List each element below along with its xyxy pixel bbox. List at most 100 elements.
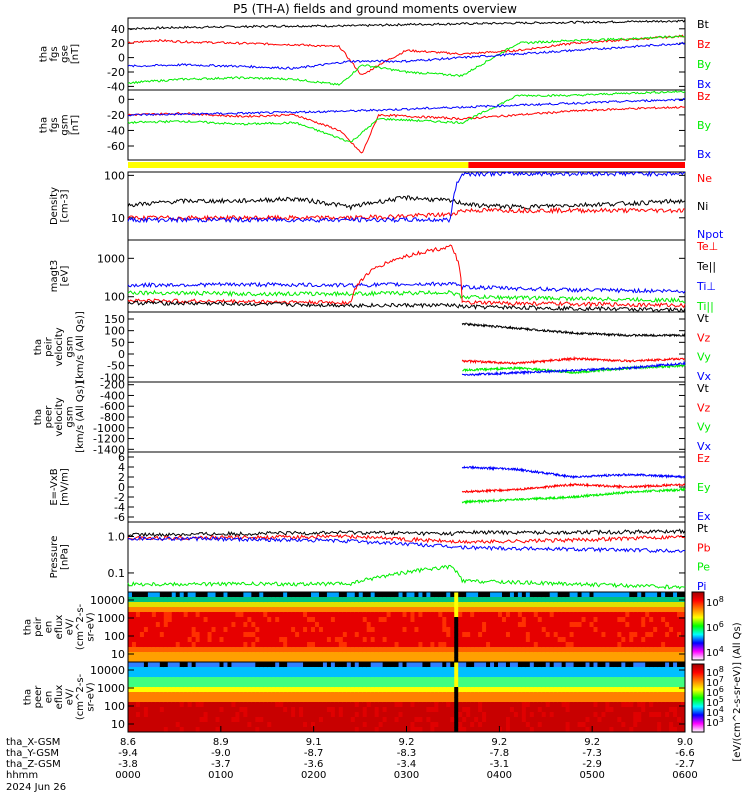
spectrogram-cell [553, 602, 559, 608]
spectrogram-cell [438, 687, 443, 693]
spectrogram-cell [370, 702, 376, 708]
spectrogram-cell [470, 712, 475, 718]
spectrogram-cell [255, 707, 260, 713]
spectrogram-cell [366, 667, 372, 673]
spectrogram-cell [402, 627, 407, 633]
y-tick-label: 100 [104, 169, 125, 182]
spectrogram-cell [358, 677, 364, 683]
spectrogram-cell [645, 727, 650, 733]
spectrogram-cell [470, 612, 475, 618]
spectrogram-cell [529, 677, 535, 683]
spectrogram-cell [203, 697, 209, 703]
spectrogram-cell [625, 707, 630, 713]
spectrogram-cell [215, 637, 221, 643]
spectrogram-cell [641, 637, 646, 643]
spectrogram-cell [645, 687, 650, 693]
x-row-value: -2.9 [582, 759, 602, 770]
spectrogram-cell [414, 677, 419, 683]
spectrogram-cell [533, 662, 539, 668]
spectrogram-cell [307, 707, 312, 713]
spectrogram-cell [462, 622, 467, 628]
spectrogram-cell [573, 677, 579, 683]
spectrogram-cell [243, 717, 248, 723]
spectrogram-cell [374, 647, 380, 653]
mode-bar-segment [128, 162, 469, 168]
spectrogram-cell [466, 667, 471, 673]
spectrogram-cell [346, 692, 352, 698]
spectrogram-cell [533, 612, 539, 618]
spectrogram-cell [179, 602, 185, 608]
spectrogram-cell [263, 697, 268, 703]
x-row-label: tha_X-GSM [6, 737, 60, 748]
spectrogram-cell [322, 687, 328, 693]
spectrogram-cell [609, 702, 614, 708]
spectrogram-cell [322, 617, 328, 623]
spectrogram-cell [573, 632, 579, 638]
spectrogram-cell [219, 597, 224, 603]
spectrogram-cell [283, 597, 288, 603]
spectrogram-cell [509, 632, 515, 638]
spectrogram-cell [295, 692, 300, 698]
spectrogram-cell [279, 707, 284, 713]
spectrogram-cell [482, 722, 487, 728]
spectrogram-cell [223, 722, 228, 728]
spectrogram-cell [545, 707, 551, 713]
spectrogram-cell [474, 662, 479, 668]
spectrogram-cell [561, 677, 567, 683]
spectrogram-cell [179, 622, 185, 628]
spectrogram-cell [653, 712, 658, 718]
spectrogram-cell [283, 672, 288, 678]
spectrogram-cell [466, 697, 471, 703]
spectrogram-cell [318, 617, 324, 623]
spectrogram-cell [414, 652, 419, 658]
spectrogram-cell [661, 717, 666, 723]
spectrogram-cell [159, 677, 165, 683]
spectrogram-cell [251, 632, 256, 638]
spectrogram-cell [649, 682, 654, 688]
spectrogram-cell [462, 697, 467, 703]
spectrogram-cell [299, 707, 304, 713]
spectrogram-cell [470, 637, 475, 643]
spectrogram-cell [135, 612, 141, 618]
spectrogram-cell [553, 627, 559, 633]
spectrogram-cell [179, 607, 185, 613]
spectrogram-cell [430, 727, 435, 733]
spectrogram-cell [633, 712, 638, 718]
spectrogram-cell [195, 667, 201, 673]
spectrogram-cell [669, 612, 674, 618]
spectrogram-cell [314, 667, 320, 673]
spectrogram-cell [494, 632, 499, 638]
spectrogram-cell [498, 712, 503, 718]
spectrogram-cell [350, 722, 356, 728]
spectrogram-cell [350, 632, 356, 638]
spectrogram-cell [243, 672, 248, 678]
spectrogram-cell [438, 647, 443, 653]
spectrogram-cell [211, 672, 217, 678]
spectrogram-cell [314, 672, 320, 678]
spectrogram-cell [677, 632, 682, 638]
spectrogram-cell [179, 617, 185, 623]
spectrogram-cell [486, 637, 491, 643]
spectrogram-cell [593, 722, 598, 728]
spectrogram-cell [458, 622, 463, 628]
spectrogram-cell [474, 667, 479, 673]
spectrogram-cell [279, 727, 284, 733]
spectrogram-cell [585, 642, 591, 648]
spectrogram-cell [442, 612, 447, 618]
spectrogram-cell [187, 697, 193, 703]
spectrogram-cell [147, 682, 153, 688]
spectrogram-cell [350, 697, 356, 703]
spectrogram-cell [478, 702, 483, 708]
spectrogram-cell [243, 637, 248, 643]
spectrogram-cell [621, 667, 626, 673]
spectrogram-cell [175, 637, 181, 643]
panel-frame [127, 89, 686, 161]
spectrogram-cell [183, 642, 189, 648]
x-row-value: 9.2 [399, 737, 415, 748]
spectrogram-cell [346, 677, 352, 683]
spectrogram-cell [159, 727, 165, 733]
spectrogram-cell [430, 597, 435, 603]
spectrogram-cell [143, 697, 149, 703]
spectrogram-cell [577, 722, 583, 728]
spectrogram-cell [589, 652, 594, 658]
